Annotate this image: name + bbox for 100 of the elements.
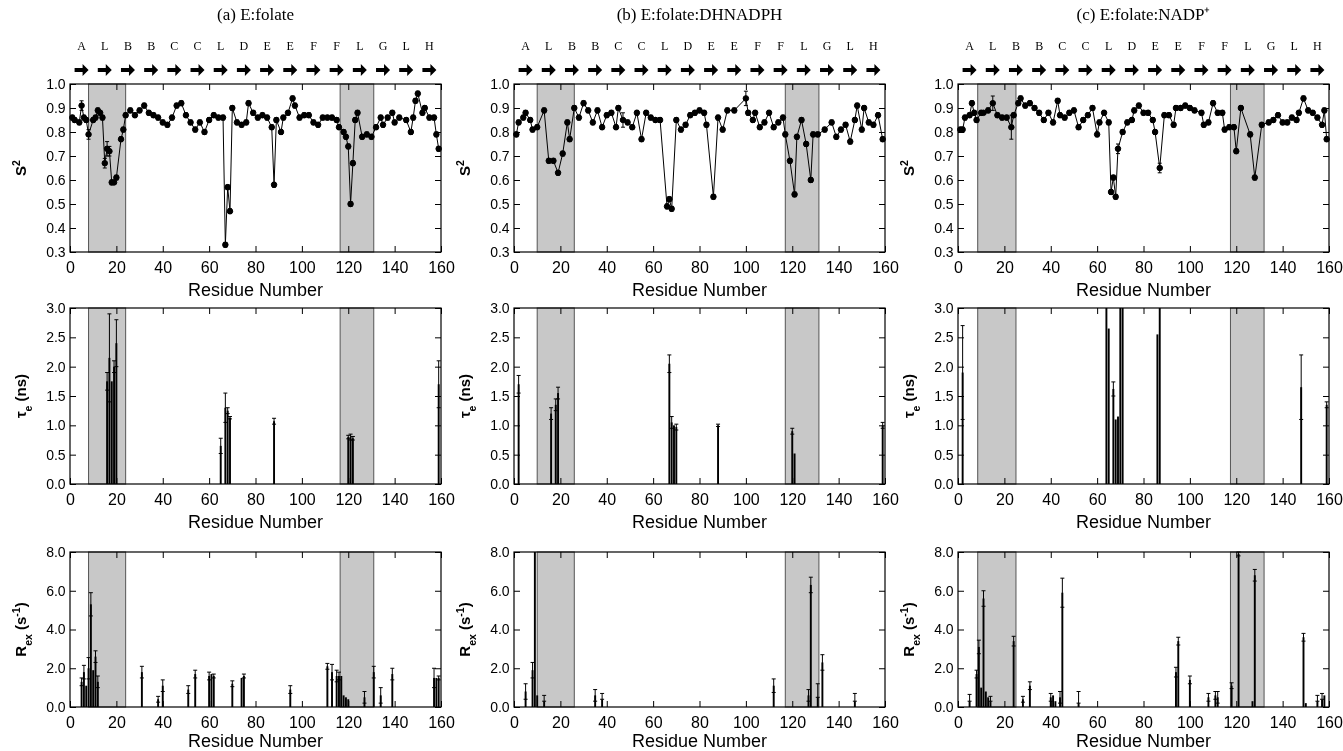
y-tick-label: 1.5 bbox=[490, 387, 510, 404]
y-tick-label: 6.0 bbox=[490, 582, 510, 599]
x-tick-label: 20 bbox=[995, 490, 1014, 508]
y-tick-label: 0.5 bbox=[490, 446, 510, 463]
text: D bbox=[1127, 39, 1137, 53]
text: L bbox=[661, 39, 669, 53]
y-tick-label: 2.0 bbox=[46, 660, 66, 677]
x-tick-label: 20 bbox=[995, 258, 1014, 276]
text: L bbox=[545, 39, 553, 53]
x-tick-label: 120 bbox=[1223, 713, 1251, 731]
y-tick-label: 0.5 bbox=[934, 195, 954, 212]
text: C bbox=[1058, 39, 1067, 53]
y-tick-label: 6.0 bbox=[934, 582, 954, 599]
x-tick-label: 160 bbox=[872, 490, 899, 508]
x-axis-title: Residue Number bbox=[187, 731, 324, 751]
x-tick-label: 60 bbox=[200, 258, 219, 276]
x-tick-label: 80 bbox=[247, 713, 265, 731]
x-axis-title: Residue Number bbox=[631, 512, 768, 532]
x-tick-label: 120 bbox=[779, 490, 807, 508]
x-tick-label: 160 bbox=[1316, 490, 1343, 508]
x-tick-label: 40 bbox=[1042, 490, 1061, 508]
y-tick-label: 0.0 bbox=[490, 698, 510, 715]
y-tick-label: 3.0 bbox=[934, 299, 954, 316]
x-tick-label: 40 bbox=[598, 490, 617, 508]
text: E bbox=[286, 39, 294, 53]
x-axis-title: Residue Number bbox=[187, 280, 324, 300]
y-tick-label: 2.0 bbox=[934, 660, 954, 677]
y-tick-label: 0.3 bbox=[46, 243, 66, 260]
x-tick-label: 100 bbox=[1177, 713, 1204, 731]
text: A bbox=[965, 39, 975, 53]
x-tick-label: 40 bbox=[598, 258, 617, 276]
x-tick-label: 100 bbox=[733, 258, 760, 276]
x-tick-label: 120 bbox=[335, 713, 363, 731]
y-tick-label: 0.3 bbox=[934, 243, 954, 260]
y-tick-label: 0.7 bbox=[46, 147, 66, 164]
x-tick-label: 20 bbox=[551, 490, 570, 508]
text: B bbox=[1011, 39, 1020, 53]
x-tick-label: 120 bbox=[779, 713, 807, 731]
x-tick-label: 60 bbox=[200, 490, 219, 508]
x-tick-label: 80 bbox=[691, 258, 709, 276]
text: G bbox=[1266, 39, 1276, 53]
x-tick-label: 100 bbox=[733, 490, 760, 508]
x-tick-label: 120 bbox=[335, 258, 363, 276]
x-tick-label: 0 bbox=[954, 258, 964, 276]
y-tick-label: 0.6 bbox=[490, 171, 510, 188]
text: L bbox=[1105, 39, 1113, 53]
x-tick-label: 60 bbox=[644, 258, 663, 276]
y-tick-label: 0.7 bbox=[934, 147, 954, 164]
x-tick-label: 60 bbox=[644, 713, 663, 731]
x-tick-label: 20 bbox=[107, 258, 126, 276]
x-tick-label: 40 bbox=[154, 713, 173, 731]
x-tick-label: 100 bbox=[1177, 258, 1204, 276]
x-tick-label: 120 bbox=[779, 258, 807, 276]
x-tick-label: 160 bbox=[428, 490, 455, 508]
x-tick-label: 140 bbox=[1269, 713, 1297, 731]
x-tick-label: 40 bbox=[154, 258, 173, 276]
y-tick-label: 0.6 bbox=[934, 171, 954, 188]
x-tick-label: 160 bbox=[1316, 258, 1343, 276]
x-tick-label: 100 bbox=[1177, 490, 1204, 508]
x-tick-label: 100 bbox=[733, 713, 760, 731]
text: B bbox=[147, 39, 156, 53]
x-tick-label: 80 bbox=[691, 713, 709, 731]
y-tick-label: 2.0 bbox=[934, 358, 954, 375]
x-tick-label: 60 bbox=[644, 490, 663, 508]
text: H bbox=[869, 39, 879, 53]
y-tick-label: 0.9 bbox=[490, 99, 510, 116]
text: E bbox=[707, 39, 715, 53]
text: C bbox=[193, 39, 202, 53]
y-tick-label: 0.5 bbox=[490, 195, 510, 212]
text: G bbox=[822, 39, 832, 53]
chart-title: (c) E:folate:NADP⁺ bbox=[1076, 5, 1211, 24]
y-tick-label: 0.5 bbox=[934, 446, 954, 463]
y-tick-label: 0.0 bbox=[934, 475, 954, 492]
x-tick-label: 160 bbox=[428, 258, 455, 276]
y-tick-label: 1.0 bbox=[934, 75, 954, 92]
x-tick-label: 0 bbox=[510, 490, 520, 508]
text: D bbox=[683, 39, 693, 53]
x-tick-label: 20 bbox=[551, 713, 570, 731]
x-tick-label: 60 bbox=[200, 713, 219, 731]
x-tick-label: 160 bbox=[872, 713, 899, 731]
y-tick-label: 0.4 bbox=[490, 219, 510, 236]
text: C bbox=[614, 39, 623, 53]
y-tick-label: 2.0 bbox=[490, 660, 510, 677]
y-tick-label: 0.9 bbox=[46, 99, 66, 116]
y-tick-label: 2.5 bbox=[490, 329, 510, 346]
text: F bbox=[310, 39, 318, 53]
text: L bbox=[800, 39, 808, 53]
y-tick-label: 8.0 bbox=[490, 543, 510, 560]
x-tick-label: 40 bbox=[154, 490, 173, 508]
x-tick-label: 120 bbox=[1223, 490, 1251, 508]
text: G bbox=[378, 39, 388, 53]
text: F bbox=[1198, 39, 1206, 53]
x-axis-title: Residue Number bbox=[631, 731, 768, 751]
text: F bbox=[1221, 39, 1229, 53]
x-tick-label: 0 bbox=[66, 490, 76, 508]
x-tick-label: 80 bbox=[691, 490, 709, 508]
x-tick-label: 0 bbox=[510, 258, 520, 276]
x-tick-label: 120 bbox=[1223, 258, 1251, 276]
x-tick-label: 0 bbox=[66, 258, 76, 276]
x-tick-label: 0 bbox=[954, 713, 964, 731]
